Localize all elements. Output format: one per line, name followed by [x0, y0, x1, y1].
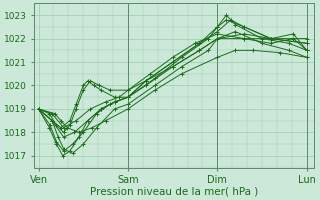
- X-axis label: Pression niveau de la mer( hPa ): Pression niveau de la mer( hPa ): [90, 187, 258, 197]
